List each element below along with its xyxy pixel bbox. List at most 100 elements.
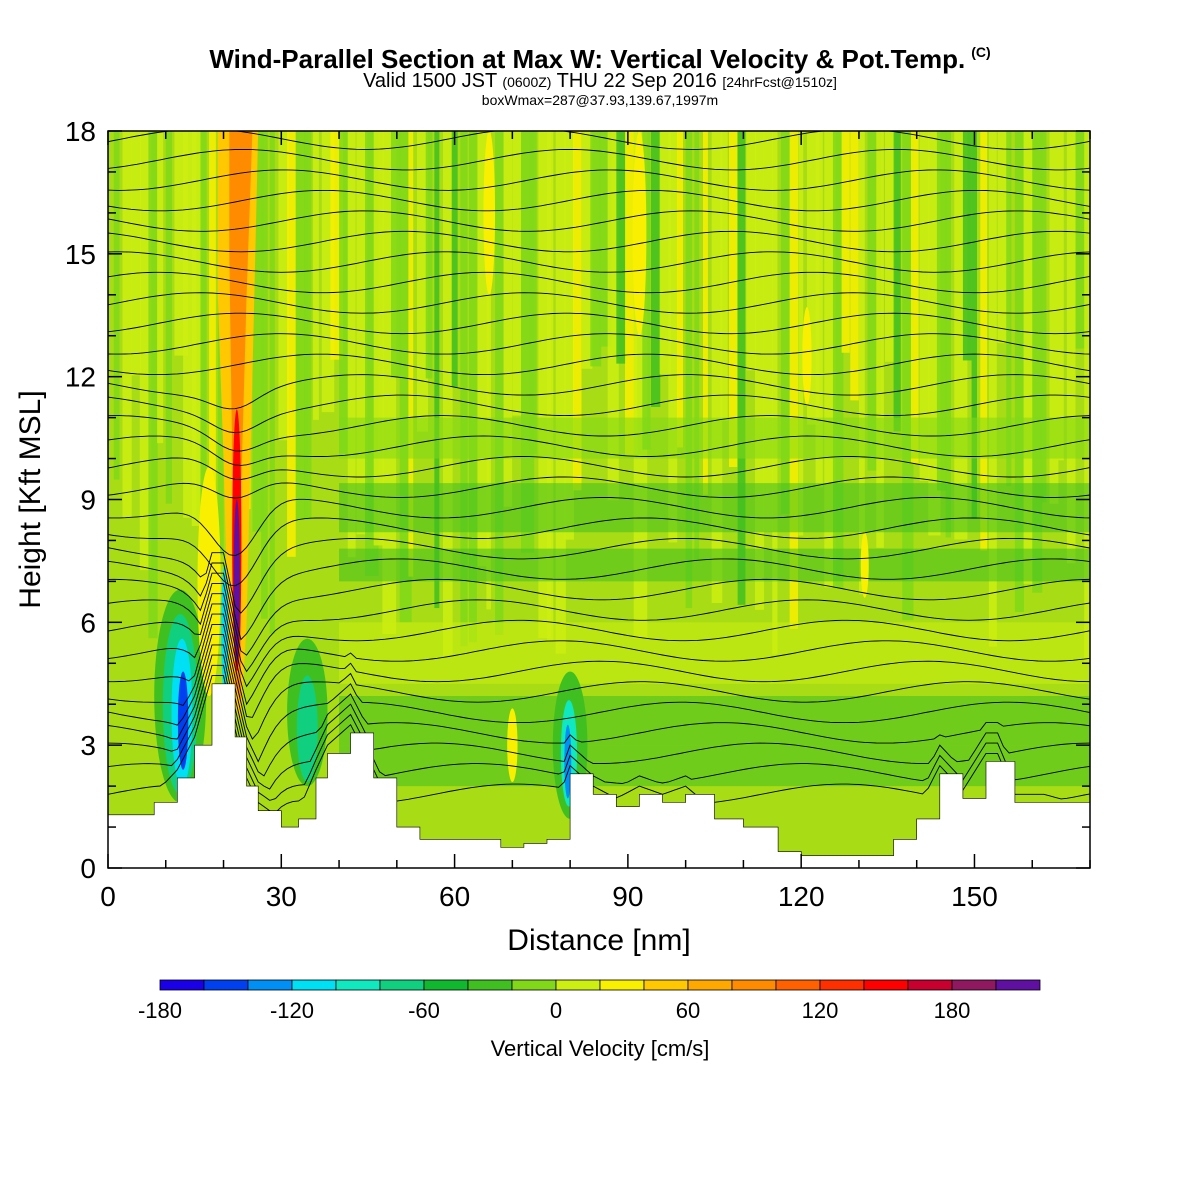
velocity-streak xyxy=(131,131,142,376)
colorbar-swatch xyxy=(819,979,865,991)
velocity-streak xyxy=(347,131,356,558)
velocity-streak xyxy=(573,131,582,491)
isentrope-line xyxy=(108,517,1090,587)
weak-updraft xyxy=(860,532,869,598)
velocity-streak xyxy=(780,131,791,514)
velocity-streak xyxy=(1058,131,1064,461)
isentrope-line xyxy=(108,613,1090,718)
x-tick-label: 90 xyxy=(612,881,643,912)
velocity-streak xyxy=(486,131,491,610)
colorbar-tick-label: -60 xyxy=(408,998,440,1023)
velocity-streak xyxy=(841,131,850,353)
velocity-streak xyxy=(988,131,997,647)
colorbar-tick-label: 60 xyxy=(676,998,700,1023)
velocity-streak xyxy=(547,131,554,641)
velocity-streak xyxy=(252,131,265,532)
velocity-streak xyxy=(910,131,919,464)
x-tick-label: 0 xyxy=(100,881,116,912)
colorbar-swatch xyxy=(907,979,953,991)
isentrope-line xyxy=(108,435,1090,466)
velocity-streak xyxy=(209,131,216,518)
plot-area xyxy=(108,109,1090,868)
velocity-streak xyxy=(728,131,738,468)
velocity-streak xyxy=(789,131,798,629)
colorbar-label: Vertical Velocity [cm/s] xyxy=(490,1036,710,1061)
velocity-streak xyxy=(356,131,368,535)
isentrope-line xyxy=(108,572,1090,656)
velocity-streak xyxy=(659,131,671,375)
colorbar-swatch xyxy=(775,979,821,991)
isentrope-line xyxy=(108,131,1090,150)
velocity-streak xyxy=(313,131,319,420)
colorbar-swatch xyxy=(555,979,601,991)
velocity-streak xyxy=(451,131,458,388)
velocity-streak xyxy=(287,131,296,557)
x-axis-label: Distance [nm] xyxy=(507,924,690,957)
velocity-band xyxy=(339,696,1090,746)
colorbar-swatch xyxy=(863,979,909,991)
velocity-streak xyxy=(278,131,290,441)
y-tick-label: 9 xyxy=(80,485,96,516)
isentrope-line xyxy=(108,497,1090,557)
velocity-streak xyxy=(676,131,684,448)
colorbar: -180 -120 -60 0 60 120 180 xyxy=(138,979,1041,1023)
colorbar-swatch xyxy=(335,979,381,991)
isentrope-line xyxy=(108,271,1090,294)
colorbar-swatch xyxy=(247,979,293,991)
velocity-streak xyxy=(1006,131,1012,487)
velocity-streak xyxy=(261,131,268,619)
weak-updraft xyxy=(632,131,647,336)
velocity-band xyxy=(339,622,1090,684)
velocity-streak xyxy=(815,131,823,488)
velocity-streak xyxy=(685,131,693,609)
velocity-streak xyxy=(971,131,978,519)
velocity-streak xyxy=(1049,131,1059,504)
velocity-streak xyxy=(1032,131,1043,593)
velocity-streak xyxy=(1023,131,1034,584)
velocity-streak xyxy=(1014,131,1024,612)
isentrope-line xyxy=(108,292,1090,314)
weak-updraft xyxy=(802,307,812,406)
velocity-streak xyxy=(962,131,972,361)
y-axis-label: Height [Kft MSL] xyxy=(14,390,47,608)
velocity-streak xyxy=(850,131,859,401)
y-tick-label: 18 xyxy=(65,116,96,147)
velocity-streak xyxy=(919,131,930,482)
velocity-streak xyxy=(936,131,947,491)
velocity-streak xyxy=(798,131,804,536)
velocity-streak xyxy=(884,131,896,362)
isentrope-line xyxy=(108,644,1090,777)
velocity-band xyxy=(339,745,1090,787)
velocity-streak xyxy=(399,131,412,623)
isentrope-line xyxy=(108,456,1090,480)
chart-title: Wind-Parallel Section at Max W: Vertical… xyxy=(209,44,991,74)
velocity-streak xyxy=(720,131,728,421)
velocity-streak xyxy=(902,131,914,621)
velocity-streak xyxy=(200,131,207,572)
velocity-streak xyxy=(668,131,678,543)
velocity-streak xyxy=(443,131,453,657)
forecast-info: [24hrFcst@1510z] xyxy=(722,74,837,90)
velocity-streak xyxy=(408,131,414,577)
valid-date: THU 22 Sep 2016 xyxy=(556,70,717,92)
colorbar-tick-label: -120 xyxy=(270,998,314,1023)
velocity-band xyxy=(339,483,1090,533)
velocity-streak xyxy=(590,131,602,367)
velocity-streak xyxy=(772,131,778,655)
velocity-streak xyxy=(980,131,988,551)
isentrope-line xyxy=(108,109,1090,130)
downdraft-center xyxy=(177,671,189,770)
colorbar-swatch xyxy=(511,979,557,991)
velocity-streak xyxy=(417,131,429,432)
isentrope-line xyxy=(108,558,1090,641)
x-tick-label: 30 xyxy=(266,881,297,912)
velocity-streak xyxy=(564,131,574,540)
velocity-streak xyxy=(191,131,202,526)
y-tick-label: 6 xyxy=(80,607,96,638)
velocity-streak xyxy=(876,131,884,548)
velocity-streak xyxy=(746,131,757,371)
y-tick-label: 12 xyxy=(65,362,96,393)
velocity-streak xyxy=(477,131,490,567)
velocity-band xyxy=(339,417,1090,459)
